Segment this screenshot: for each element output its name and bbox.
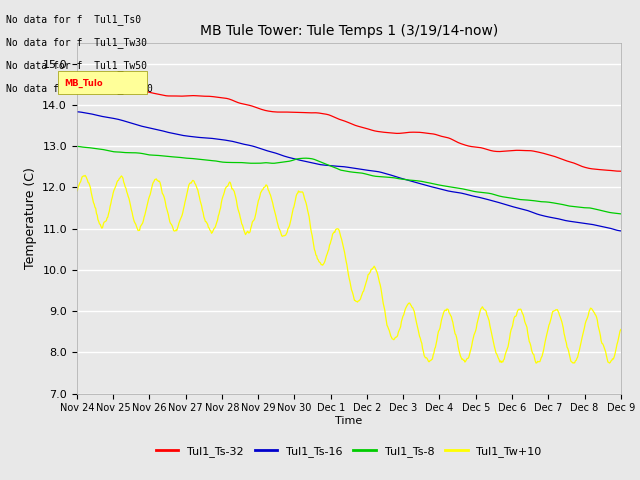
X-axis label: Time: Time	[335, 416, 362, 426]
Text: No data for f  Tul1_Tw100: No data for f Tul1_Tw100	[6, 83, 153, 94]
Text: MB_Tulo: MB_Tulo	[64, 78, 102, 87]
Legend: Tul1_Ts-32, Tul1_Ts-16, Tul1_Ts-8, Tul1_Tw+10: Tul1_Ts-32, Tul1_Ts-16, Tul1_Ts-8, Tul1_…	[152, 441, 546, 461]
Text: No data for f  Tul1_Ts0: No data for f Tul1_Ts0	[6, 13, 141, 24]
Text: No data for f  Tul1_Tw30: No data for f Tul1_Tw30	[6, 36, 147, 48]
Text: No data for f  Tul1_Tw50: No data for f Tul1_Tw50	[6, 60, 147, 71]
Title: MB Tule Tower: Tule Temps 1 (3/19/14-now): MB Tule Tower: Tule Temps 1 (3/19/14-now…	[200, 24, 498, 38]
Y-axis label: Temperature (C): Temperature (C)	[24, 168, 36, 269]
